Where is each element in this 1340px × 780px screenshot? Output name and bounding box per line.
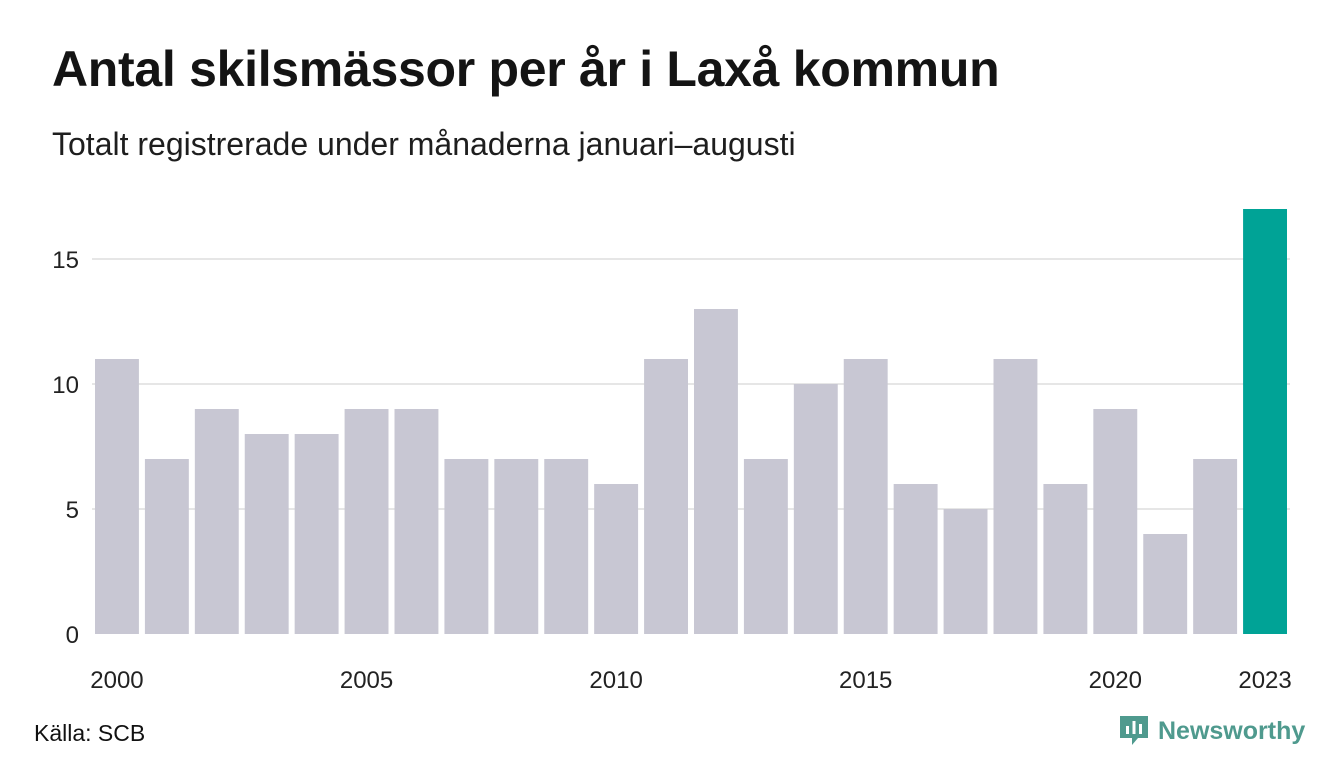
bar-2015: [843, 359, 888, 634]
bar-2018: [993, 359, 1038, 634]
bar-2009: [544, 459, 589, 634]
brand-logo: Newsworthy: [1118, 714, 1305, 748]
x-tick-label: 2010: [589, 667, 642, 694]
y-tick-label: 5: [66, 497, 79, 524]
bar-2020: [1093, 409, 1138, 634]
bar-2010: [594, 484, 639, 634]
bar-2017: [943, 509, 988, 634]
y-axis-ticks: 0 5 10 15: [52, 247, 79, 649]
bar-2006: [394, 409, 439, 634]
x-tick-label: 2023: [1238, 667, 1291, 694]
y-tick-label: 15: [52, 247, 79, 274]
bar-2000: [95, 359, 139, 634]
bar-2012: [694, 309, 738, 634]
bar-2019: [1043, 484, 1088, 634]
bar-2007: [444, 459, 489, 634]
bar-2008: [494, 459, 539, 634]
bar-2016: [893, 484, 938, 634]
bar-2021: [1143, 534, 1188, 634]
bar-2022: [1193, 459, 1238, 634]
gridlines: [92, 258, 1290, 510]
bar-2004: [294, 434, 339, 634]
chart-title: Antal skilsmässor per år i Laxå kommun: [52, 41, 1000, 97]
bar-2014: [793, 384, 838, 634]
bars: [95, 209, 1287, 634]
x-tick-label: 2005: [340, 667, 393, 694]
bar-2002: [194, 409, 239, 634]
bar-2011: [644, 359, 688, 634]
x-tick-label: 2000: [90, 667, 143, 694]
bar-2005: [344, 409, 389, 634]
y-tick-label: 0: [66, 622, 79, 649]
bar-2001: [144, 459, 189, 634]
chart-subtitle: Totalt registrerade under månaderna janu…: [52, 126, 796, 162]
y-tick-label: 10: [52, 372, 79, 399]
source-note: Källa: SCB: [34, 720, 146, 746]
bar-2023: [1243, 209, 1287, 634]
x-tick-label: 2015: [839, 667, 892, 694]
bar-2013: [743, 459, 788, 634]
newsworthy-logo-icon: [1120, 716, 1148, 745]
x-axis-ticks: 2000 2005 2010 2015 2020 2023: [90, 667, 1291, 694]
x-tick-label: 2020: [1089, 667, 1142, 694]
bar-2003: [244, 434, 289, 634]
brand-name: Newsworthy: [1158, 716, 1306, 745]
